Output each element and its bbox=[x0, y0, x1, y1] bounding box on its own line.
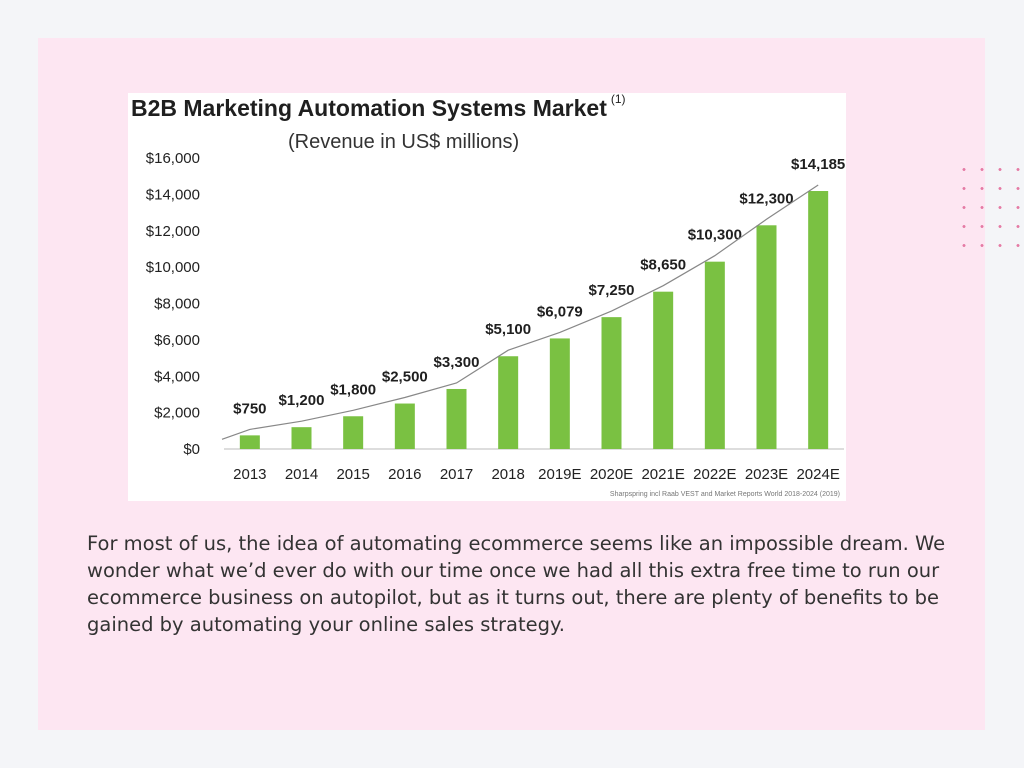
data-label: $1,800 bbox=[330, 381, 376, 398]
body-paragraph: For most of us, the idea of automating e… bbox=[87, 532, 946, 636]
x-tick-label: 2022E bbox=[693, 466, 736, 483]
y-tick-label: $8,000 bbox=[154, 296, 200, 313]
bar bbox=[291, 427, 312, 449]
x-tick-label: 2021E bbox=[641, 466, 684, 483]
data-label: $6,079 bbox=[537, 303, 583, 320]
bar bbox=[601, 317, 622, 449]
x-tick-label: 2019E bbox=[538, 466, 581, 483]
bar bbox=[239, 435, 260, 449]
data-label: $1,200 bbox=[279, 392, 325, 409]
decorative-dot-grid bbox=[955, 160, 1024, 250]
y-tick-label: $10,000 bbox=[146, 259, 200, 276]
y-tick-label: $14,000 bbox=[146, 186, 200, 203]
y-tick-label: $6,000 bbox=[154, 332, 200, 349]
bar bbox=[394, 403, 415, 449]
x-tick-label: 2015 bbox=[336, 466, 369, 483]
y-tick-label: $4,000 bbox=[154, 368, 200, 385]
bar bbox=[704, 261, 725, 449]
y-tick-label: $16,000 bbox=[146, 150, 200, 167]
data-label: $750 bbox=[233, 400, 266, 417]
x-tick-label: 2013 bbox=[233, 466, 266, 483]
data-label: $3,300 bbox=[434, 354, 480, 371]
chart-source: Sharpspring incl Raab VEST and Market Re… bbox=[609, 491, 840, 498]
data-label: $5,100 bbox=[485, 321, 531, 338]
x-tick-label: 2024E bbox=[796, 466, 839, 483]
data-label: $14,185 bbox=[791, 156, 845, 173]
y-tick-label: $2,000 bbox=[154, 405, 200, 422]
trend-line bbox=[221, 184, 819, 440]
x-tick-label: 2017 bbox=[440, 466, 473, 483]
bar bbox=[498, 356, 519, 449]
bar bbox=[756, 225, 777, 449]
chart-image: B2B Marketing Automation Systems Market(… bbox=[128, 92, 846, 501]
bar bbox=[549, 338, 570, 449]
x-tick-label: 2023E bbox=[745, 466, 788, 483]
x-tick-label: 2014 bbox=[285, 466, 318, 483]
chart-title-footnote: (1) bbox=[610, 92, 626, 107]
bar bbox=[343, 416, 364, 449]
data-label: $2,500 bbox=[382, 369, 428, 386]
x-tick-label: 2018 bbox=[491, 466, 524, 483]
x-tick-label: 2016 bbox=[388, 466, 421, 483]
data-label: $12,300 bbox=[739, 190, 793, 207]
data-label: $8,650 bbox=[640, 257, 686, 274]
data-label: $7,250 bbox=[589, 282, 635, 299]
x-tick-label: 2020E bbox=[590, 466, 633, 483]
bar-chart: $0 $2,000 $4,000 $6,000 $8,000 $10,000 $12,000… bbox=[146, 150, 846, 483]
bar bbox=[653, 291, 674, 449]
y-tick-label: $12,000 bbox=[146, 223, 200, 240]
y-tick-label: $0 bbox=[183, 441, 200, 458]
data-label: $10,300 bbox=[688, 227, 742, 244]
chart-title: B2B Marketing Automation Systems Market(… bbox=[131, 92, 626, 121]
chart-subtitle: (Revenue in US$ millions) bbox=[288, 131, 520, 153]
bar bbox=[808, 191, 829, 449]
bar bbox=[446, 388, 467, 449]
